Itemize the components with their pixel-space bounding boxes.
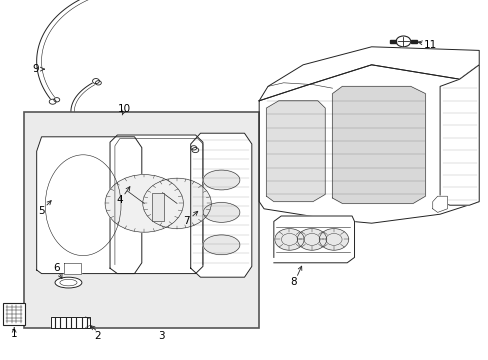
Text: 9: 9 <box>33 64 40 74</box>
Circle shape <box>142 178 211 229</box>
Ellipse shape <box>203 235 239 255</box>
Circle shape <box>54 98 60 102</box>
Circle shape <box>297 229 326 250</box>
Text: 2: 2 <box>94 330 101 341</box>
Polygon shape <box>63 263 81 274</box>
Ellipse shape <box>203 170 239 190</box>
Polygon shape <box>273 216 354 263</box>
Polygon shape <box>37 137 142 274</box>
Text: 8: 8 <box>289 276 296 287</box>
Polygon shape <box>110 135 203 274</box>
Text: 10: 10 <box>118 104 131 114</box>
Polygon shape <box>332 86 425 203</box>
Text: 5: 5 <box>38 206 45 216</box>
Bar <box>24 112 259 328</box>
Text: 6: 6 <box>53 263 60 273</box>
Ellipse shape <box>55 277 82 288</box>
Polygon shape <box>259 65 478 223</box>
Polygon shape <box>389 40 395 43</box>
Circle shape <box>395 36 410 47</box>
Circle shape <box>105 175 183 232</box>
Text: 11: 11 <box>423 40 436 50</box>
Polygon shape <box>259 47 478 101</box>
Polygon shape <box>439 65 478 205</box>
Circle shape <box>190 146 196 150</box>
Text: 1: 1 <box>11 329 18 339</box>
Polygon shape <box>432 196 447 212</box>
Circle shape <box>49 99 56 104</box>
Circle shape <box>274 229 304 250</box>
Polygon shape <box>410 40 416 43</box>
Circle shape <box>191 148 198 153</box>
Text: 4: 4 <box>116 195 123 205</box>
Polygon shape <box>190 133 251 277</box>
Circle shape <box>92 78 99 84</box>
Circle shape <box>319 229 348 250</box>
Ellipse shape <box>45 155 121 256</box>
Ellipse shape <box>203 202 239 222</box>
Bar <box>151 193 163 221</box>
Circle shape <box>95 81 101 85</box>
Text: 3: 3 <box>158 330 164 341</box>
Polygon shape <box>266 101 325 202</box>
FancyBboxPatch shape <box>3 303 25 325</box>
Text: 7: 7 <box>183 216 190 226</box>
Polygon shape <box>51 317 90 328</box>
